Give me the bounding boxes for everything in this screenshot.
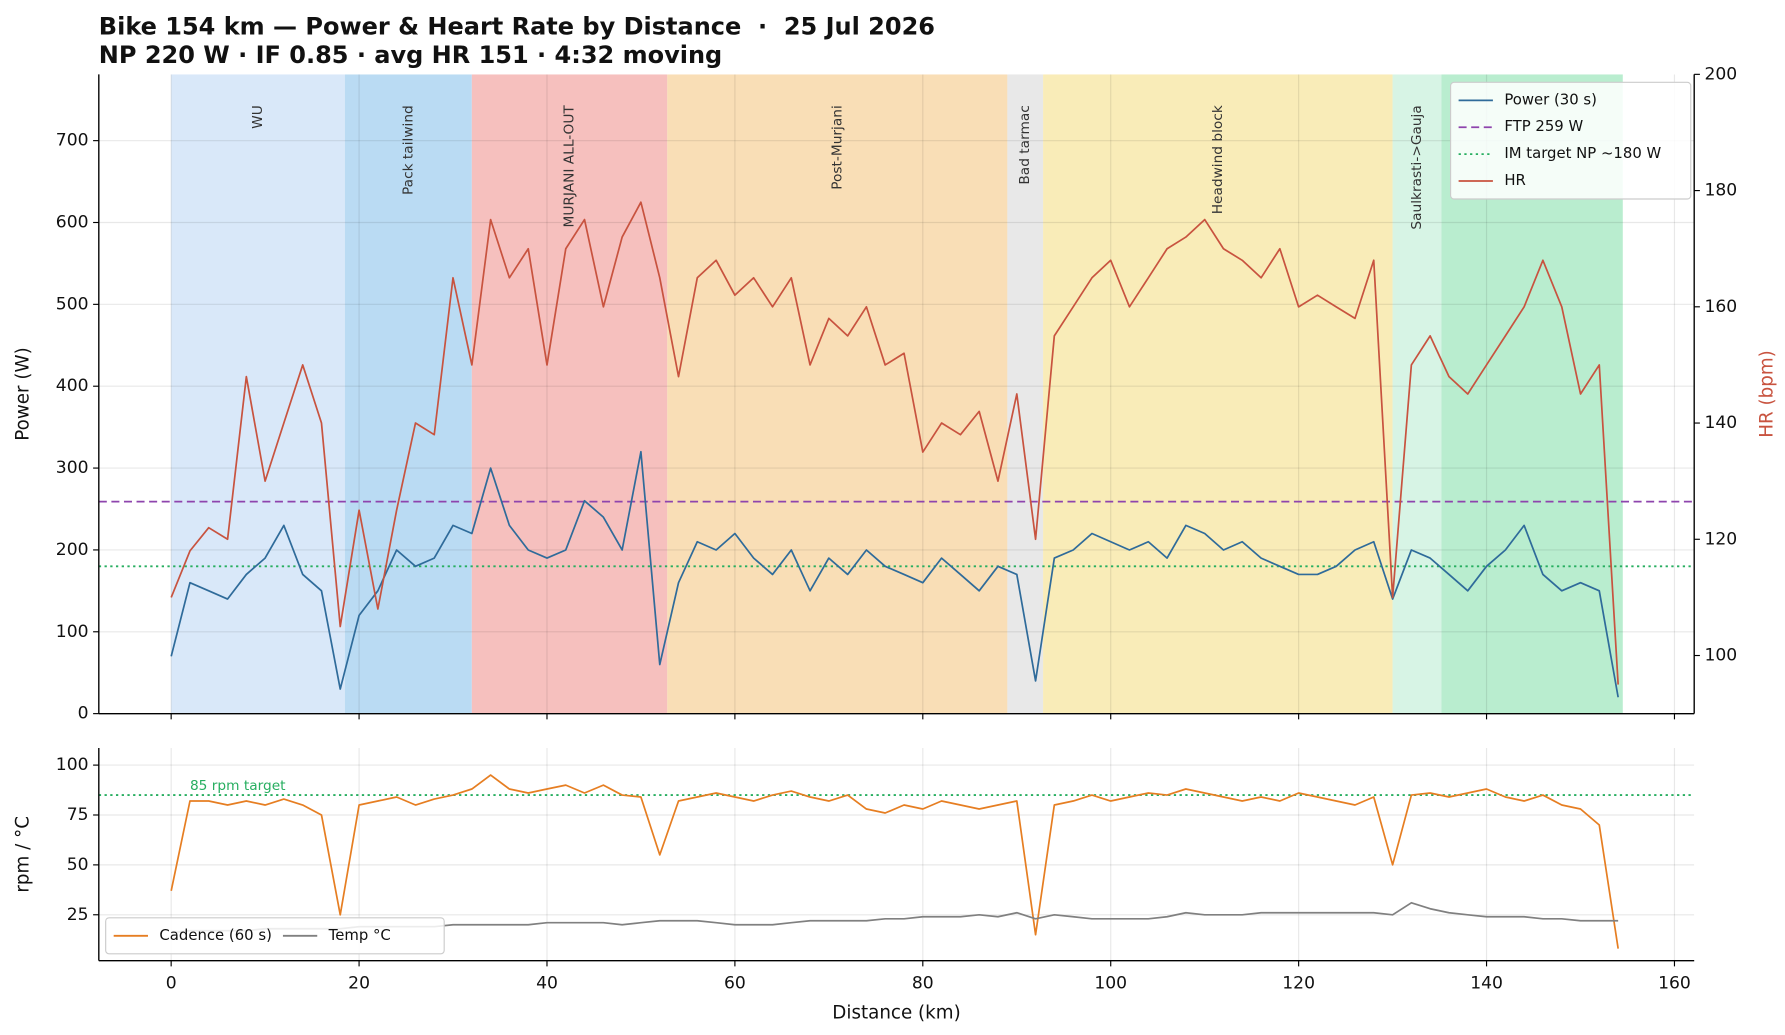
series-line	[170, 450, 1619, 698]
segment-label: Bad tarmac	[1017, 105, 1033, 184]
x-tick-label: 100	[1094, 974, 1127, 994]
legend-box	[1450, 81, 1692, 200]
segment-band	[1007, 74, 1044, 714]
legend-label: Temp °C	[328, 926, 391, 944]
legend-label: Cadence (60 s)	[159, 926, 271, 944]
y-tick-label: 600	[56, 212, 89, 232]
x-tick-label: 20	[348, 974, 370, 994]
y-tick-label: 200	[56, 540, 89, 560]
y2-tick-label: 140	[1704, 413, 1737, 433]
y-tick-label: 300	[56, 458, 89, 478]
x-tick-label: 40	[536, 974, 558, 994]
segment-band	[667, 74, 1008, 714]
segment-band	[471, 74, 668, 714]
x-tick-label: 160	[1658, 974, 1691, 994]
x-axis-label: Distance (km)	[832, 1002, 960, 1023]
legend-label: Power (30 s)	[1504, 90, 1597, 108]
segment-label: Pack tailwind	[400, 105, 416, 195]
segment-band	[1043, 74, 1393, 714]
segment-label: Headwind block	[1210, 105, 1226, 214]
x-tick-label: 120	[1282, 974, 1315, 994]
y-tick-label: 400	[56, 376, 89, 396]
segment-label: MURJANI ALL-OUT	[562, 105, 578, 228]
y2-tick-label: 120	[1704, 529, 1737, 549]
y-tick-label: 100	[56, 622, 89, 642]
y2-axis-label: HR (bpm)	[1756, 350, 1777, 438]
segment-label: WU	[250, 105, 266, 129]
y2-tick-label: 100	[1704, 646, 1737, 666]
y-axis-label: rpm / °C	[12, 816, 33, 893]
chart-title: Bike 154 km — Power & Heart Rate by Dist…	[99, 12, 935, 40]
y2-tick-label: 180	[1704, 181, 1737, 201]
x-tick-label: 80	[912, 974, 934, 994]
y-axis-label: Power (W)	[12, 347, 33, 440]
x-tick-label: 140	[1470, 974, 1503, 994]
y-tick-label: 100	[56, 755, 89, 775]
legend-box	[105, 917, 445, 955]
y2-tick-label: 160	[1704, 297, 1737, 317]
segment-label: Post-Murjani	[829, 105, 845, 190]
series-line	[170, 201, 1619, 685]
legend-label: HR	[1504, 171, 1526, 189]
y-tick-label: 700	[56, 131, 89, 151]
y-tick-label: 500	[56, 294, 89, 314]
y-tick-label: 25	[67, 905, 89, 925]
y-tick-label: 75	[67, 805, 89, 825]
y2-tick-label: 200	[1704, 64, 1737, 84]
legend-label: IM target NP ~180 W	[1504, 144, 1661, 162]
x-tick-label: 60	[724, 974, 746, 994]
y-tick-label: 50	[67, 855, 89, 875]
segment-label: Saulkrasti->Gauja	[1409, 105, 1425, 229]
chart-subtitle: NP 220 W · IF 0.85 · avg HR 151 · 4:32 m…	[99, 41, 722, 69]
x-tick-label: 0	[166, 974, 177, 994]
reference-annotation: 85 rpm target	[190, 778, 286, 794]
segment-band	[171, 74, 345, 714]
y-tick-label: 0	[78, 704, 89, 724]
plot-area	[98, 74, 1695, 714]
segment-band	[1392, 74, 1442, 714]
series-line	[170, 774, 1619, 949]
legend-label: FTP 259 W	[1504, 117, 1583, 135]
